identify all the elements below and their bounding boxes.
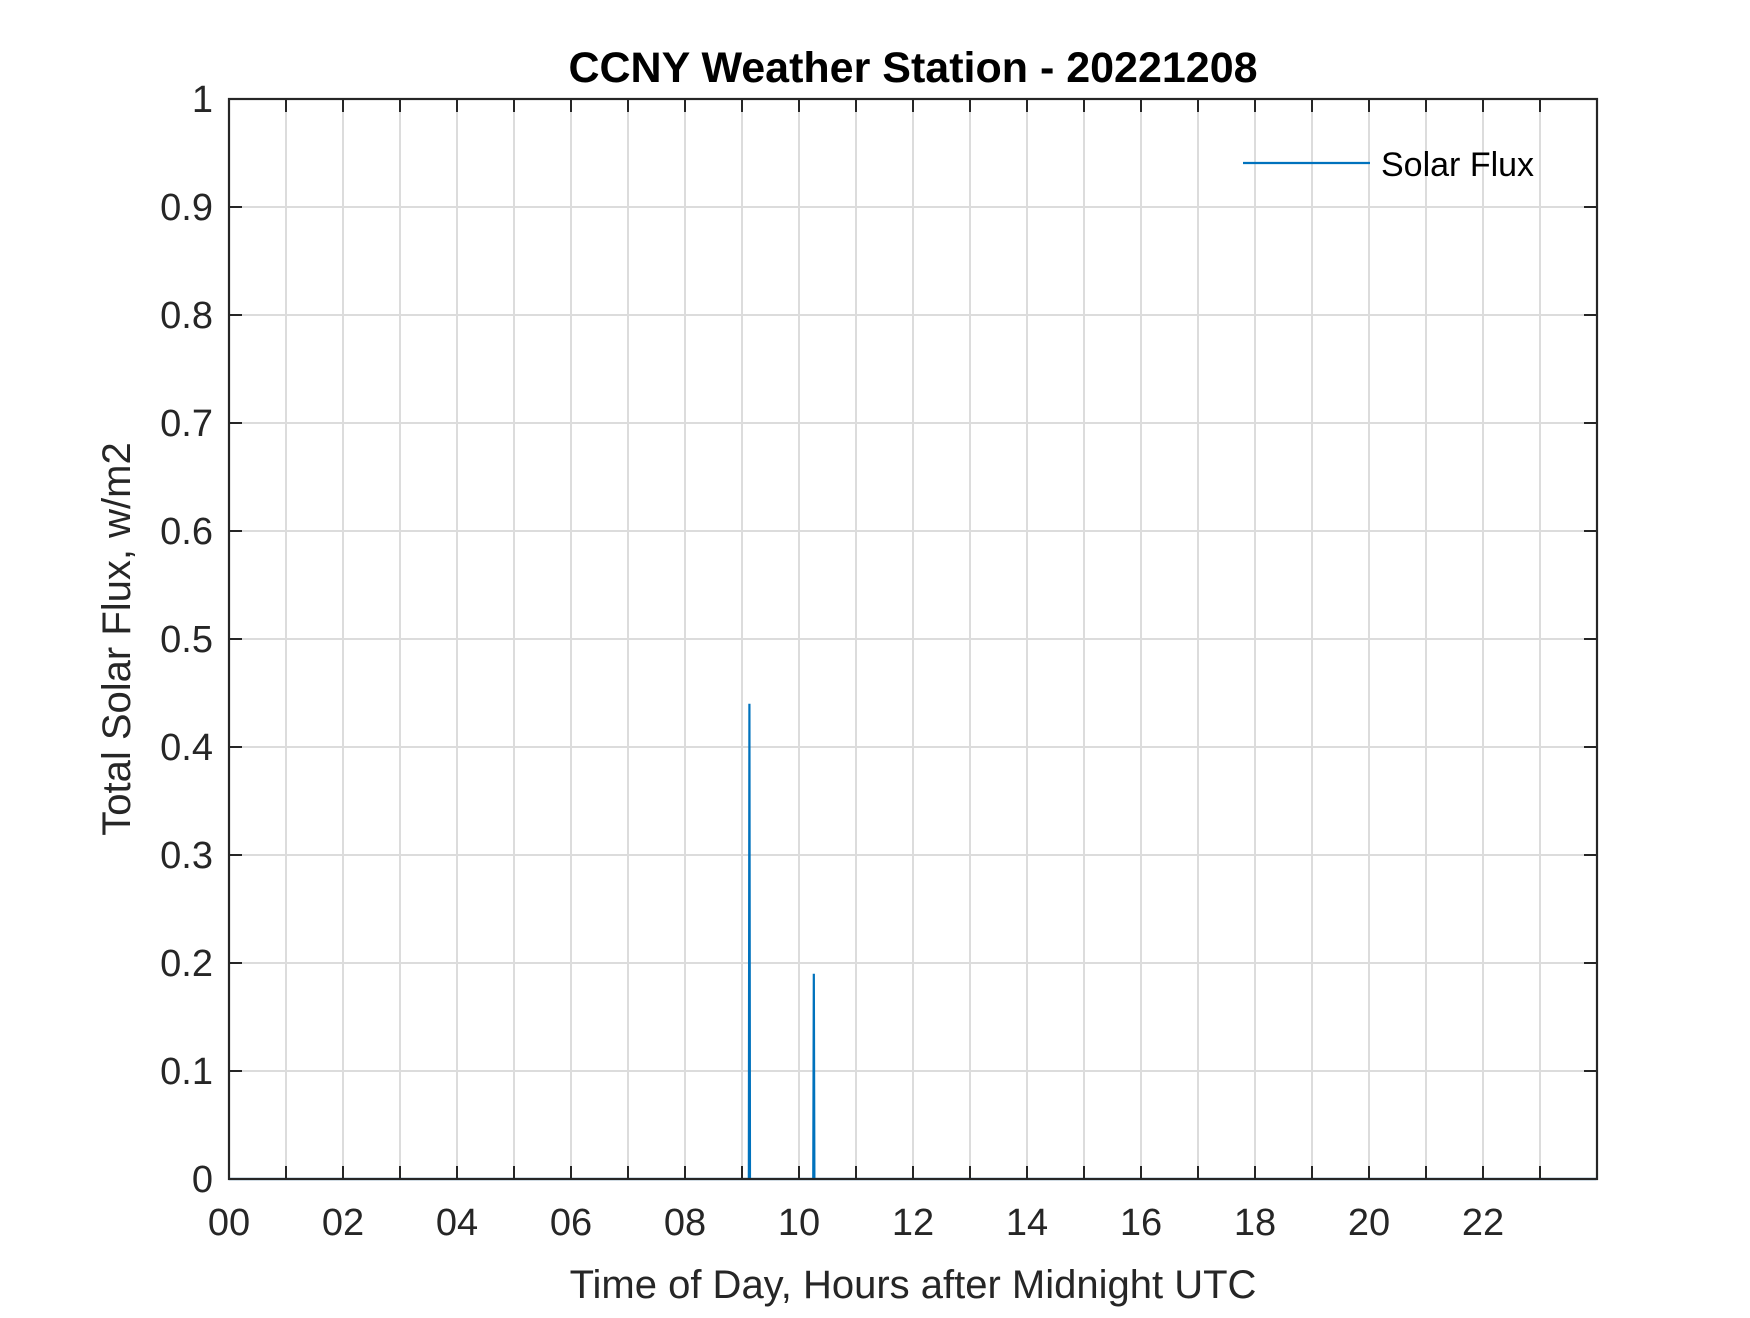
y-tick-label: 0.5 <box>160 619 213 661</box>
x-tick-label: 04 <box>436 1202 478 1244</box>
legend-label-solar-flux: Solar Flux <box>1381 146 1534 184</box>
y-tick-label: 0 <box>192 1159 213 1201</box>
x-tick-labels: 00 02 04 06 08 10 12 14 16 18 20 22 <box>208 1202 1504 1244</box>
x-axis-label: Time of Day, Hours after Midnight UTC <box>570 1263 1257 1307</box>
y-tick-label: 0.8 <box>160 295 213 337</box>
y-axis-label: Total Solar Flux, w/m2 <box>95 442 139 835</box>
y-tick-label: 0.9 <box>160 187 213 229</box>
x-tick-label: 22 <box>1462 1202 1504 1244</box>
chart-title: CCNY Weather Station - 20221208 <box>568 44 1257 92</box>
y-tick-label: 0.7 <box>160 403 213 445</box>
grid <box>229 99 1597 1179</box>
y-tick-label: 0.3 <box>160 835 213 877</box>
x-tick-label: 00 <box>208 1202 250 1244</box>
x-tick-label: 14 <box>1006 1202 1048 1244</box>
ticks <box>228 98 1597 1180</box>
x-tick-label: 18 <box>1234 1202 1276 1244</box>
y-tick-label: 0.2 <box>160 943 213 985</box>
x-tick-label: 20 <box>1348 1202 1390 1244</box>
y-tick-label: 1 <box>192 79 213 121</box>
y-tick-label: 0.4 <box>160 727 213 769</box>
y-tick-labels: 0 0.1 0.2 0.3 0.4 0.5 0.6 0.7 0.8 0.9 1 <box>160 79 213 1201</box>
y-tick-label: 0.6 <box>160 511 213 553</box>
x-tick-label: 16 <box>1120 1202 1162 1244</box>
x-tick-label: 06 <box>550 1202 592 1244</box>
legend: Solar Flux <box>1243 146 1534 184</box>
x-tick-label: 12 <box>892 1202 934 1244</box>
x-tick-label: 10 <box>778 1202 820 1244</box>
x-tick-label: 02 <box>322 1202 364 1244</box>
y-tick-label: 0.1 <box>160 1051 213 1093</box>
x-tick-label: 08 <box>664 1202 706 1244</box>
